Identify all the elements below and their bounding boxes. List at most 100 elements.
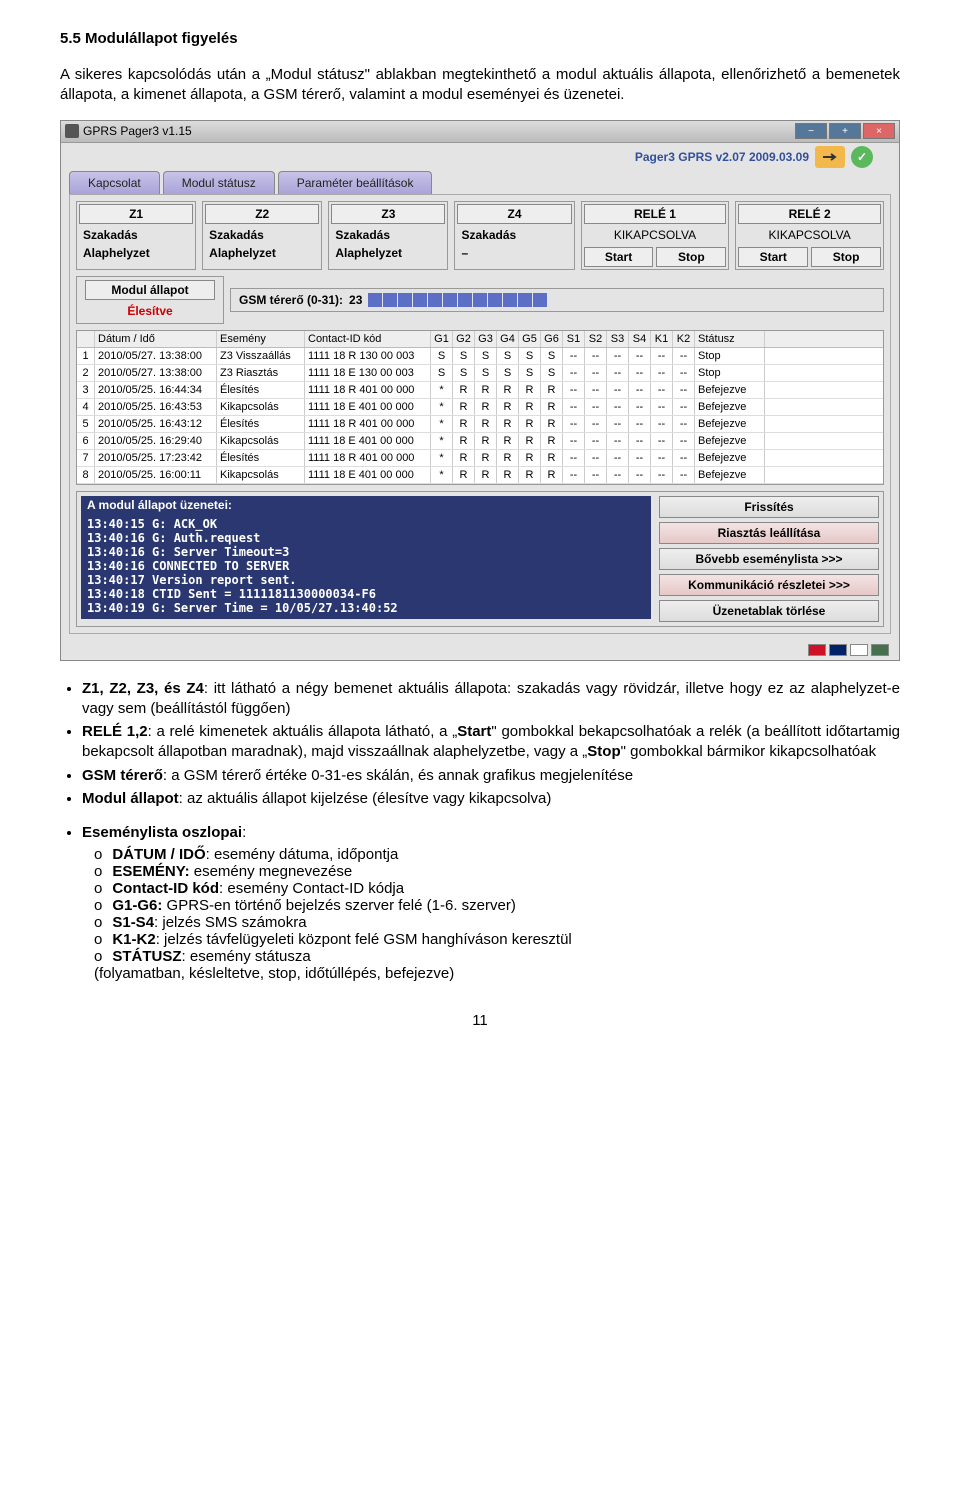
table-cell: -- bbox=[585, 433, 607, 449]
table-cell: -- bbox=[651, 433, 673, 449]
zone-value: – bbox=[457, 244, 571, 262]
table-cell: Élesítés bbox=[217, 450, 305, 466]
zone-value: Alaphelyzet bbox=[205, 244, 319, 262]
table-cell: -- bbox=[651, 348, 673, 364]
table-cell: R bbox=[453, 467, 475, 483]
modul-status-box: Modul állapot Élesítve bbox=[76, 276, 224, 324]
table-cell: -- bbox=[607, 416, 629, 432]
flag-icon[interactable] bbox=[850, 644, 868, 656]
titlebar: GPRS Pager3 v1.15 − + × bbox=[61, 121, 899, 143]
flag-icon[interactable] bbox=[829, 644, 847, 656]
action-button[interactable]: Üzenetablak törlése bbox=[659, 600, 879, 622]
tab-modul-statusz[interactable]: Modul státusz bbox=[163, 171, 275, 194]
table-cell: -- bbox=[563, 433, 585, 449]
table-cell: 2010/05/27. 13:38:00 bbox=[95, 348, 217, 364]
table-cell: R bbox=[497, 399, 519, 415]
zone-value: Alaphelyzet bbox=[331, 244, 445, 262]
table-cell: -- bbox=[607, 382, 629, 398]
table-cell: 2010/05/25. 16:44:34 bbox=[95, 382, 217, 398]
close-button[interactable]: × bbox=[863, 123, 895, 139]
tab-kapcsolat[interactable]: Kapcsolat bbox=[69, 171, 160, 194]
table-cell: R bbox=[541, 399, 563, 415]
table-cell: -- bbox=[607, 433, 629, 449]
window-title: GPRS Pager3 v1.15 bbox=[83, 124, 192, 138]
table-cell: R bbox=[497, 450, 519, 466]
usb-icon bbox=[815, 146, 845, 168]
table-cell: -- bbox=[651, 365, 673, 381]
table-header-cell: G5 bbox=[519, 331, 541, 347]
tab-parameter[interactable]: Paraméter beállítások bbox=[278, 171, 433, 194]
event-table: Dátum / IdőEseményContact-ID kódG1G2G3G4… bbox=[76, 330, 884, 485]
table-cell: R bbox=[541, 450, 563, 466]
table-cell: R bbox=[475, 467, 497, 483]
messages-box: A modul állapot üzenetei: 13:40:15 G: AC… bbox=[81, 496, 651, 619]
table-header-cell: G3 bbox=[475, 331, 497, 347]
page-number: 11 bbox=[60, 1012, 900, 1029]
tabs: Kapcsolat Modul státusz Paraméter beállí… bbox=[61, 171, 899, 194]
gsm-bar bbox=[413, 293, 427, 307]
table-row: 42010/05/25. 16:43:53Kikapcsolás1111 18 … bbox=[77, 399, 883, 416]
maximize-button[interactable]: + bbox=[829, 123, 861, 139]
flag-icon[interactable] bbox=[808, 644, 826, 656]
zone-value: Szakadás bbox=[331, 226, 445, 244]
table-cell: R bbox=[541, 416, 563, 432]
message-line: 13:40:16 G: Auth.request bbox=[81, 531, 651, 545]
zone-header: Z3 bbox=[331, 204, 445, 224]
table-cell: 1111 18 E 130 00 003 bbox=[305, 365, 431, 381]
table-cell: R bbox=[497, 433, 519, 449]
table-cell: 1111 18 R 401 00 000 bbox=[305, 382, 431, 398]
doc-sub-bullets: DÁTUM / IDŐ: esemény dátuma, időpontja E… bbox=[60, 846, 900, 982]
action-button[interactable]: Kommunikáció részletei >>> bbox=[659, 574, 879, 596]
table-cell: -- bbox=[585, 416, 607, 432]
zone-box: Z4 Szakadás – bbox=[454, 201, 574, 270]
action-button[interactable]: Riasztás leállítása bbox=[659, 522, 879, 544]
table-cell: Befejezve bbox=[695, 433, 765, 449]
firmware-version: Pager3 GPRS v2.07 2009.03.09 bbox=[635, 150, 809, 164]
table-cell: 5 bbox=[77, 416, 95, 432]
table-cell: 2 bbox=[77, 365, 95, 381]
gsm-bar bbox=[428, 293, 442, 307]
table-cell: -- bbox=[629, 416, 651, 432]
app-icon bbox=[65, 124, 79, 138]
relay-stop-button[interactable]: Stop bbox=[656, 247, 726, 267]
table-row: 22010/05/27. 13:38:00Z3 Riasztás1111 18 … bbox=[77, 365, 883, 382]
table-header-cell bbox=[77, 331, 95, 347]
relay-stop-button[interactable]: Stop bbox=[811, 247, 881, 267]
table-cell: R bbox=[519, 433, 541, 449]
minimize-button[interactable]: − bbox=[795, 123, 827, 139]
table-cell: -- bbox=[585, 348, 607, 364]
table-cell: R bbox=[497, 382, 519, 398]
table-cell: R bbox=[475, 450, 497, 466]
table-cell: R bbox=[453, 416, 475, 432]
modul-status-value: Élesítve bbox=[85, 302, 215, 320]
table-cell: -- bbox=[585, 365, 607, 381]
flag-icon[interactable] bbox=[871, 644, 889, 656]
table-cell: -- bbox=[585, 467, 607, 483]
table-cell: -- bbox=[563, 450, 585, 466]
language-flags bbox=[61, 640, 899, 660]
table-cell: 1111 18 R 401 00 000 bbox=[305, 450, 431, 466]
gsm-bar bbox=[368, 293, 382, 307]
table-cell: R bbox=[519, 416, 541, 432]
action-button[interactable]: Bővebb eseménylista >>> bbox=[659, 548, 879, 570]
gsm-bar bbox=[443, 293, 457, 307]
zone-box: Z1 Szakadás Alaphelyzet bbox=[76, 201, 196, 270]
relay-start-button[interactable]: Start bbox=[584, 247, 654, 267]
gsm-bar bbox=[503, 293, 517, 307]
table-header-cell: S1 bbox=[563, 331, 585, 347]
table-cell: R bbox=[541, 467, 563, 483]
table-cell: -- bbox=[585, 382, 607, 398]
relay-start-button[interactable]: Start bbox=[738, 247, 808, 267]
zone-value: Szakadás bbox=[79, 226, 193, 244]
table-cell: R bbox=[497, 467, 519, 483]
event-table-header: Dátum / IdőEseményContact-ID kódG1G2G3G4… bbox=[77, 331, 883, 348]
table-header-cell: S2 bbox=[585, 331, 607, 347]
gsm-bar bbox=[518, 293, 532, 307]
table-cell: Stop bbox=[695, 365, 765, 381]
table-cell: -- bbox=[563, 348, 585, 364]
table-cell: 6 bbox=[77, 433, 95, 449]
connected-icon: ✓ bbox=[851, 146, 873, 168]
table-cell: Befejezve bbox=[695, 450, 765, 466]
action-button[interactable]: Frissítés bbox=[659, 496, 879, 518]
table-cell: 2010/05/25. 16:43:53 bbox=[95, 399, 217, 415]
